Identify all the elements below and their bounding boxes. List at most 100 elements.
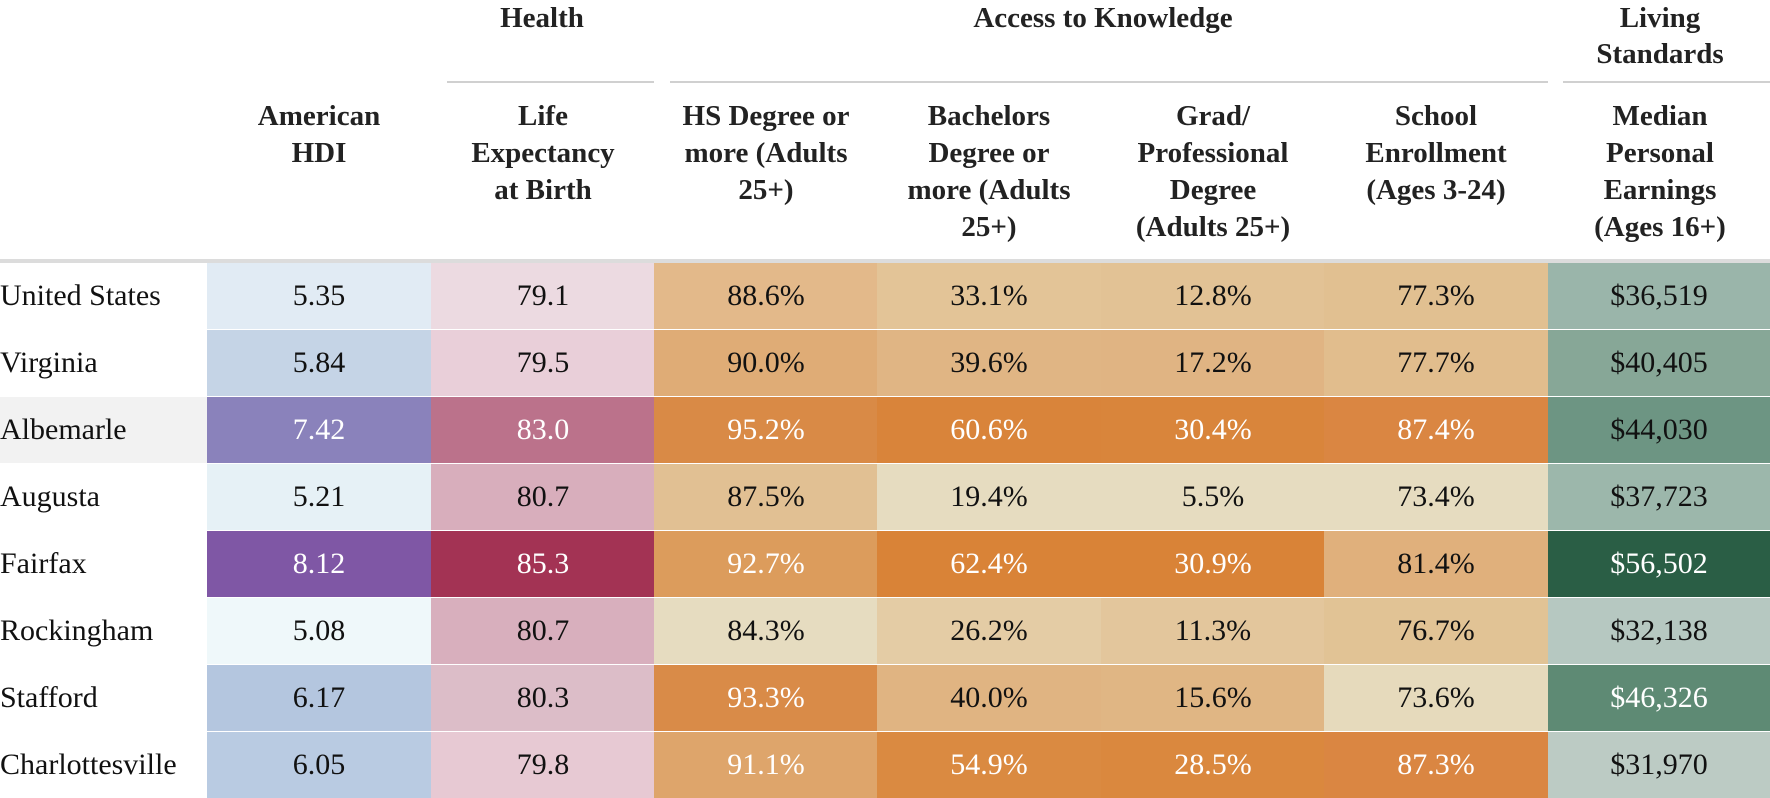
column-header-line: Earnings [1603, 174, 1717, 206]
table-cell: 87.4% [1324, 397, 1548, 463]
row-label: Augusta [0, 480, 100, 513]
table-cell: 81.4% [1324, 531, 1548, 597]
column-header: American HDI [207, 98, 431, 172]
table-cell: 40.0% [877, 665, 1101, 731]
row-label: Fairfax [0, 547, 87, 580]
column-header-line: (Adults 25+) [1135, 211, 1291, 243]
column-header-line: Degree [1169, 174, 1257, 206]
table-cell: 6.17 [207, 665, 431, 731]
column-header-line: American [257, 100, 381, 132]
group-underline-health [447, 81, 654, 83]
table-cell: 85.3 [431, 531, 655, 597]
table-cell: $56,502 [1548, 531, 1770, 597]
column-header-line: Degree or [928, 137, 1050, 169]
column-header-line: Life [518, 100, 568, 132]
table-cell: 93.3% [654, 665, 878, 731]
table-cell: 76.7% [1324, 598, 1548, 664]
table-cell: 11.3% [1101, 598, 1325, 664]
group-header-health: Health [500, 2, 584, 34]
column-header: Grad/Professional Degree (Adults 25+) [1101, 98, 1325, 246]
table-cell: 5.5% [1101, 464, 1325, 530]
table-cell: 30.9% [1101, 531, 1325, 597]
table-cell: 5.21 [207, 464, 431, 530]
table-cell: 95.2% [654, 397, 878, 463]
table-cell: 73.6% [1324, 665, 1548, 731]
table-cell: 26.2% [877, 598, 1101, 664]
table-cell: 5.35 [207, 263, 431, 329]
table-cell: 84.3% [654, 598, 878, 664]
row-label: United States [0, 279, 161, 312]
table-cell: 39.6% [877, 330, 1101, 396]
table-cell: 7.42 [207, 397, 431, 463]
group-header-living-standards: Living Standards [1596, 2, 1724, 70]
table-cell: 12.8% [1101, 263, 1325, 329]
table-cell: 87.3% [1324, 732, 1548, 798]
table-cell: 79.8 [431, 732, 655, 798]
table-cell: 8.12 [207, 531, 431, 597]
column-header-line: HDI [291, 137, 347, 169]
table-cell: 54.9% [877, 732, 1101, 798]
table-cell: 80.3 [431, 665, 655, 731]
table-cell: 6.05 [207, 732, 431, 798]
group-underline-access-to-knowledge [670, 81, 1548, 83]
column-header-line: 25+) [961, 211, 1017, 243]
table-cell: 92.7% [654, 531, 878, 597]
column-header: School Enrollment (Ages 3-24) [1324, 98, 1548, 209]
table-cell: 88.6% [654, 263, 878, 329]
table-cell: 77.7% [1324, 330, 1548, 396]
table-cell: 79.5 [431, 330, 655, 396]
table-cell: 17.2% [1101, 330, 1325, 396]
column-header-line: more (Adults [907, 174, 1071, 206]
group-underline-living-standards [1563, 81, 1770, 83]
table-cell: 5.08 [207, 598, 431, 664]
header-separator [0, 259, 1770, 263]
column-header-line: (Ages 16+) [1594, 211, 1726, 243]
table-cell: 83.0 [431, 397, 655, 463]
table-cell: $46,326 [1548, 665, 1770, 731]
table-cell: 80.7 [431, 598, 655, 664]
table-cell: 73.4% [1324, 464, 1548, 530]
table-cell: 87.5% [654, 464, 878, 530]
column-header-line: HS Degree or [682, 100, 850, 132]
column-header: Life Expectancy at Birth [431, 98, 655, 209]
table-cell: $37,723 [1548, 464, 1770, 530]
table-cell: $32,138 [1548, 598, 1770, 664]
table-cell: $40,405 [1548, 330, 1770, 396]
row-label: Stafford [0, 681, 98, 714]
table-cell: 5.84 [207, 330, 431, 396]
table-cell: 80.7 [431, 464, 655, 530]
column-header-line: Bachelors [927, 100, 1051, 132]
column-header-line: Median [1612, 100, 1708, 132]
column-header-line: Personal [1606, 137, 1714, 169]
column-header: HS Degree or more (Adults 25+) [654, 98, 878, 209]
column-header: Bachelors Degree or more (Adults 25+) [877, 98, 1101, 246]
table-cell: $31,970 [1548, 732, 1770, 798]
column-header-line: Expectancy [471, 137, 615, 169]
column-header-line: School [1394, 100, 1478, 132]
column-header-line: (Ages 3-24) [1366, 174, 1506, 206]
column-header-line: Professional [1137, 137, 1289, 169]
column-header: Median Personal Earnings (Ages 16+) [1548, 98, 1770, 246]
column-header-line: Grad/ [1175, 100, 1251, 132]
table-cell: $44,030 [1548, 397, 1770, 463]
column-header-line: more (Adults [684, 137, 848, 169]
table-cell: 62.4% [877, 531, 1101, 597]
table-cell: 28.5% [1101, 732, 1325, 798]
group-header-access-to-knowledge: Access to Knowledge [973, 2, 1233, 34]
table-cell: 90.0% [654, 330, 878, 396]
table-cell: 60.6% [877, 397, 1101, 463]
row-label: Rockingham [0, 614, 154, 647]
row-label: Albemarle [0, 397, 207, 463]
table-cell: 19.4% [877, 464, 1101, 530]
table-cell: $36,519 [1548, 263, 1770, 329]
table-cell: 15.6% [1101, 665, 1325, 731]
table-cell: 91.1% [654, 732, 878, 798]
row-label: Virginia [0, 346, 98, 379]
table-cell: 33.1% [877, 263, 1101, 329]
column-header-line: 25+) [738, 174, 794, 206]
table-cell: 79.1 [431, 263, 655, 329]
table-cell: 77.3% [1324, 263, 1548, 329]
column-header-line: at Birth [494, 174, 592, 206]
table-cell: 30.4% [1101, 397, 1325, 463]
